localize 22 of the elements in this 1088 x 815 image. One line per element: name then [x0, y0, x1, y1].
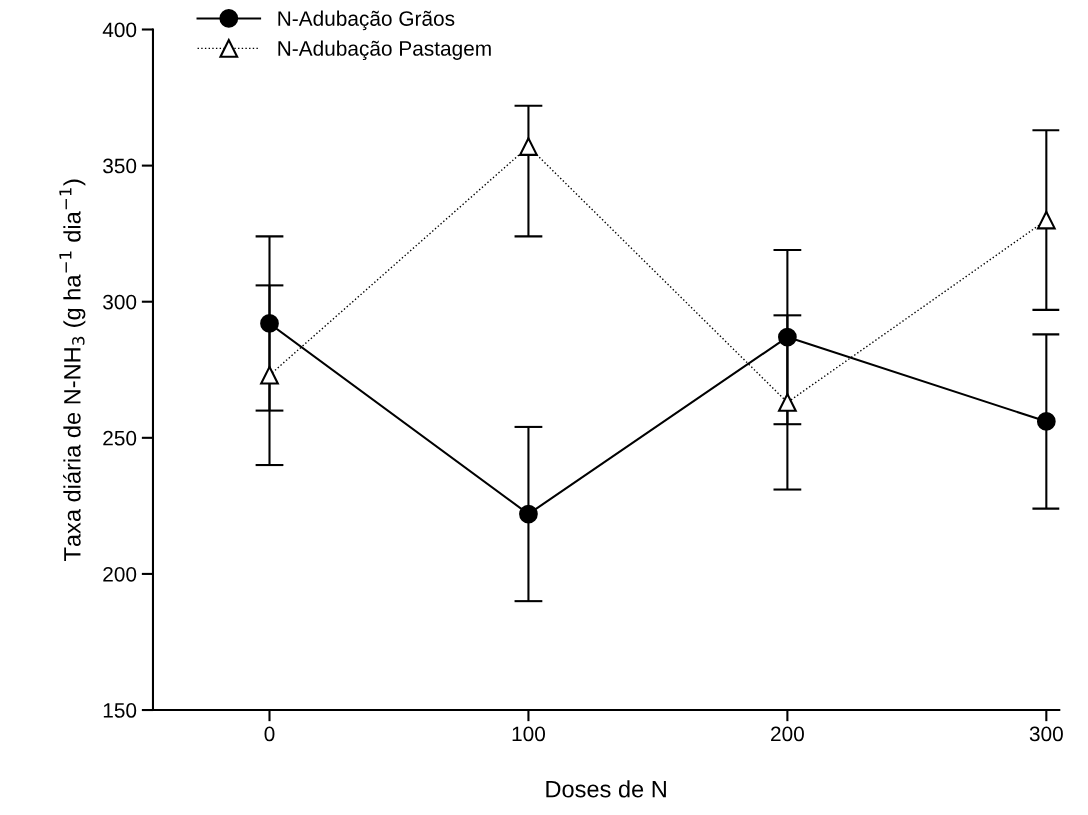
x-tick-label: 300 [1029, 726, 1063, 742]
point [519, 504, 538, 524]
y-tick-label: 150 [103, 703, 137, 718]
point [519, 137, 538, 156]
point [778, 327, 797, 347]
point [260, 365, 279, 385]
y-tick-label: 200 [103, 566, 137, 582]
x-tick-label: 100 [512, 726, 546, 742]
point [778, 393, 797, 412]
point [260, 314, 279, 333]
y-tick-label: 300 [103, 294, 137, 310]
y-tick-label: 250 [103, 430, 137, 446]
legend-label: N-Adubação Grãos [278, 10, 455, 31]
y-axis-title: Taxa diária de N-NH$_{3}$ (g ha$^{−1}$ dia$^{−1}$) [59, 179, 86, 561]
legend-label: N-Adubação Pastagem [278, 40, 491, 61]
x-axis-title: Doses de N [546, 780, 666, 798]
x-tick-label: 0 [264, 726, 275, 742]
y-tick-label: 400 [102, 22, 137, 38]
y-tick-label: 350 [103, 158, 137, 174]
point [1036, 412, 1056, 431]
x-tick-label: 200 [771, 726, 804, 742]
point [1036, 210, 1056, 230]
